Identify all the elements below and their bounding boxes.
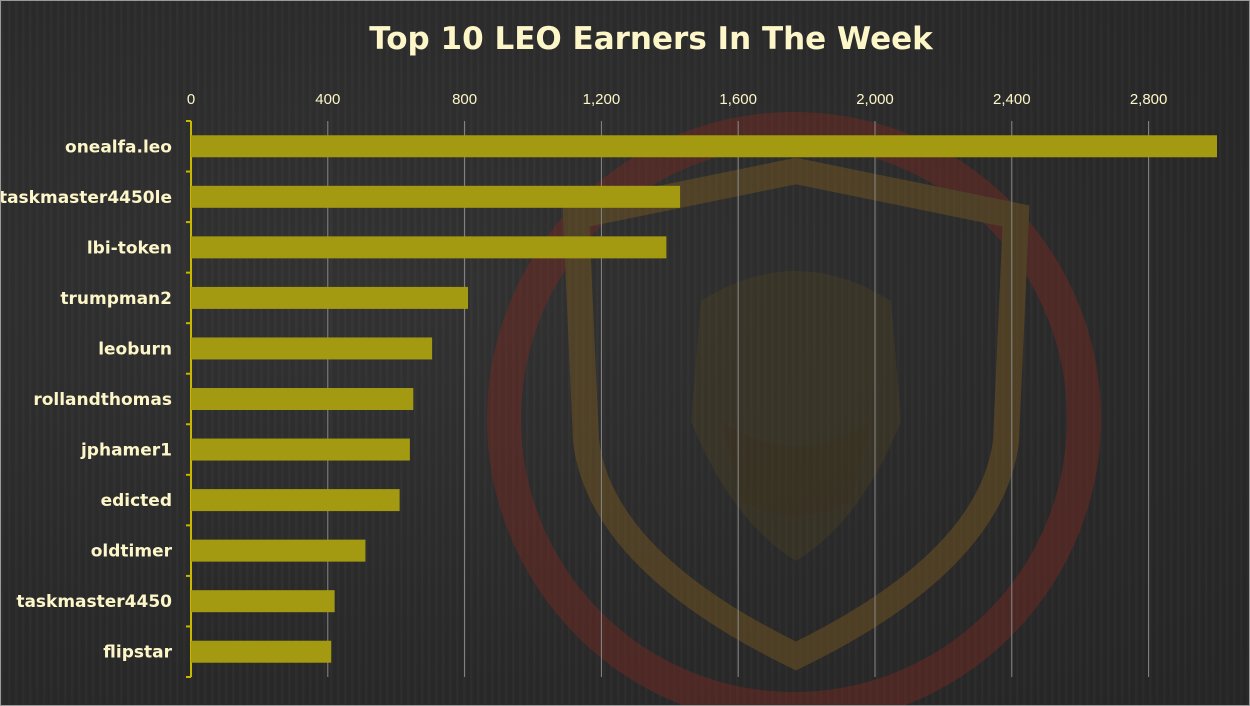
bar xyxy=(191,590,335,613)
category-label: taskmaster4450 xyxy=(16,592,172,612)
x-tick-label: 800 xyxy=(452,91,477,108)
lion-watermark-icon xyxy=(487,112,1101,705)
x-tick-label: 1,600 xyxy=(719,91,757,108)
category-label: taskmaster4450le xyxy=(1,188,172,208)
bar xyxy=(191,236,667,259)
category-label: edicted xyxy=(101,491,172,511)
category-label: jphamer1 xyxy=(80,441,172,461)
category-label: trumpman2 xyxy=(60,289,172,309)
x-tick-label: 2,800 xyxy=(1130,91,1168,108)
category-label: oldtimer xyxy=(91,542,173,562)
chart-title: Top 10 LEO Earners In The Week xyxy=(369,21,934,57)
bar xyxy=(191,337,433,360)
category-label: leoburn xyxy=(98,339,172,359)
category-label: flipstar xyxy=(103,643,172,663)
bar xyxy=(191,539,366,562)
bar xyxy=(191,135,1217,158)
bar xyxy=(191,388,414,410)
bar xyxy=(191,640,332,663)
category-label: lbi-token xyxy=(87,238,172,258)
bar xyxy=(191,489,400,512)
bar xyxy=(191,438,410,461)
category-label: rollandthomas xyxy=(33,390,172,410)
bar xyxy=(191,286,469,309)
x-tick-label: 1,200 xyxy=(583,91,621,108)
x-tick-label: 2,400 xyxy=(993,91,1031,108)
x-tick-label: 2,000 xyxy=(856,91,894,108)
x-tick-label: 0 xyxy=(187,91,195,108)
x-tick-label: 400 xyxy=(315,91,340,108)
category-label: onealfa.leo xyxy=(65,137,172,157)
bar xyxy=(191,185,681,208)
